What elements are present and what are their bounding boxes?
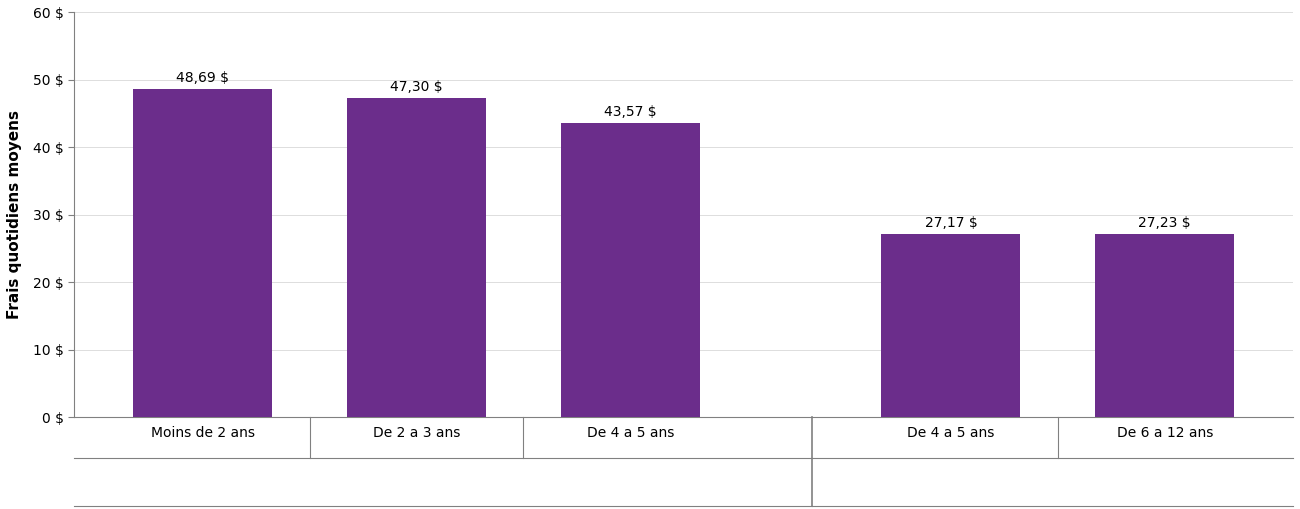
Bar bbox=[133, 89, 272, 417]
Y-axis label: Frais quotidiens moyens: Frais quotidiens moyens bbox=[6, 110, 22, 320]
Text: 43,57 $: 43,57 $ bbox=[604, 105, 656, 119]
Text: 48,69 $: 48,69 $ bbox=[176, 71, 229, 84]
Text: 27,23 $: 27,23 $ bbox=[1139, 215, 1191, 230]
Text: 27,17 $: 27,17 $ bbox=[924, 216, 978, 230]
Bar bbox=[347, 98, 486, 417]
Bar bbox=[1096, 234, 1234, 417]
Text: 47,30 $: 47,30 $ bbox=[390, 80, 443, 94]
Bar bbox=[881, 234, 1020, 417]
Bar bbox=[560, 123, 699, 417]
